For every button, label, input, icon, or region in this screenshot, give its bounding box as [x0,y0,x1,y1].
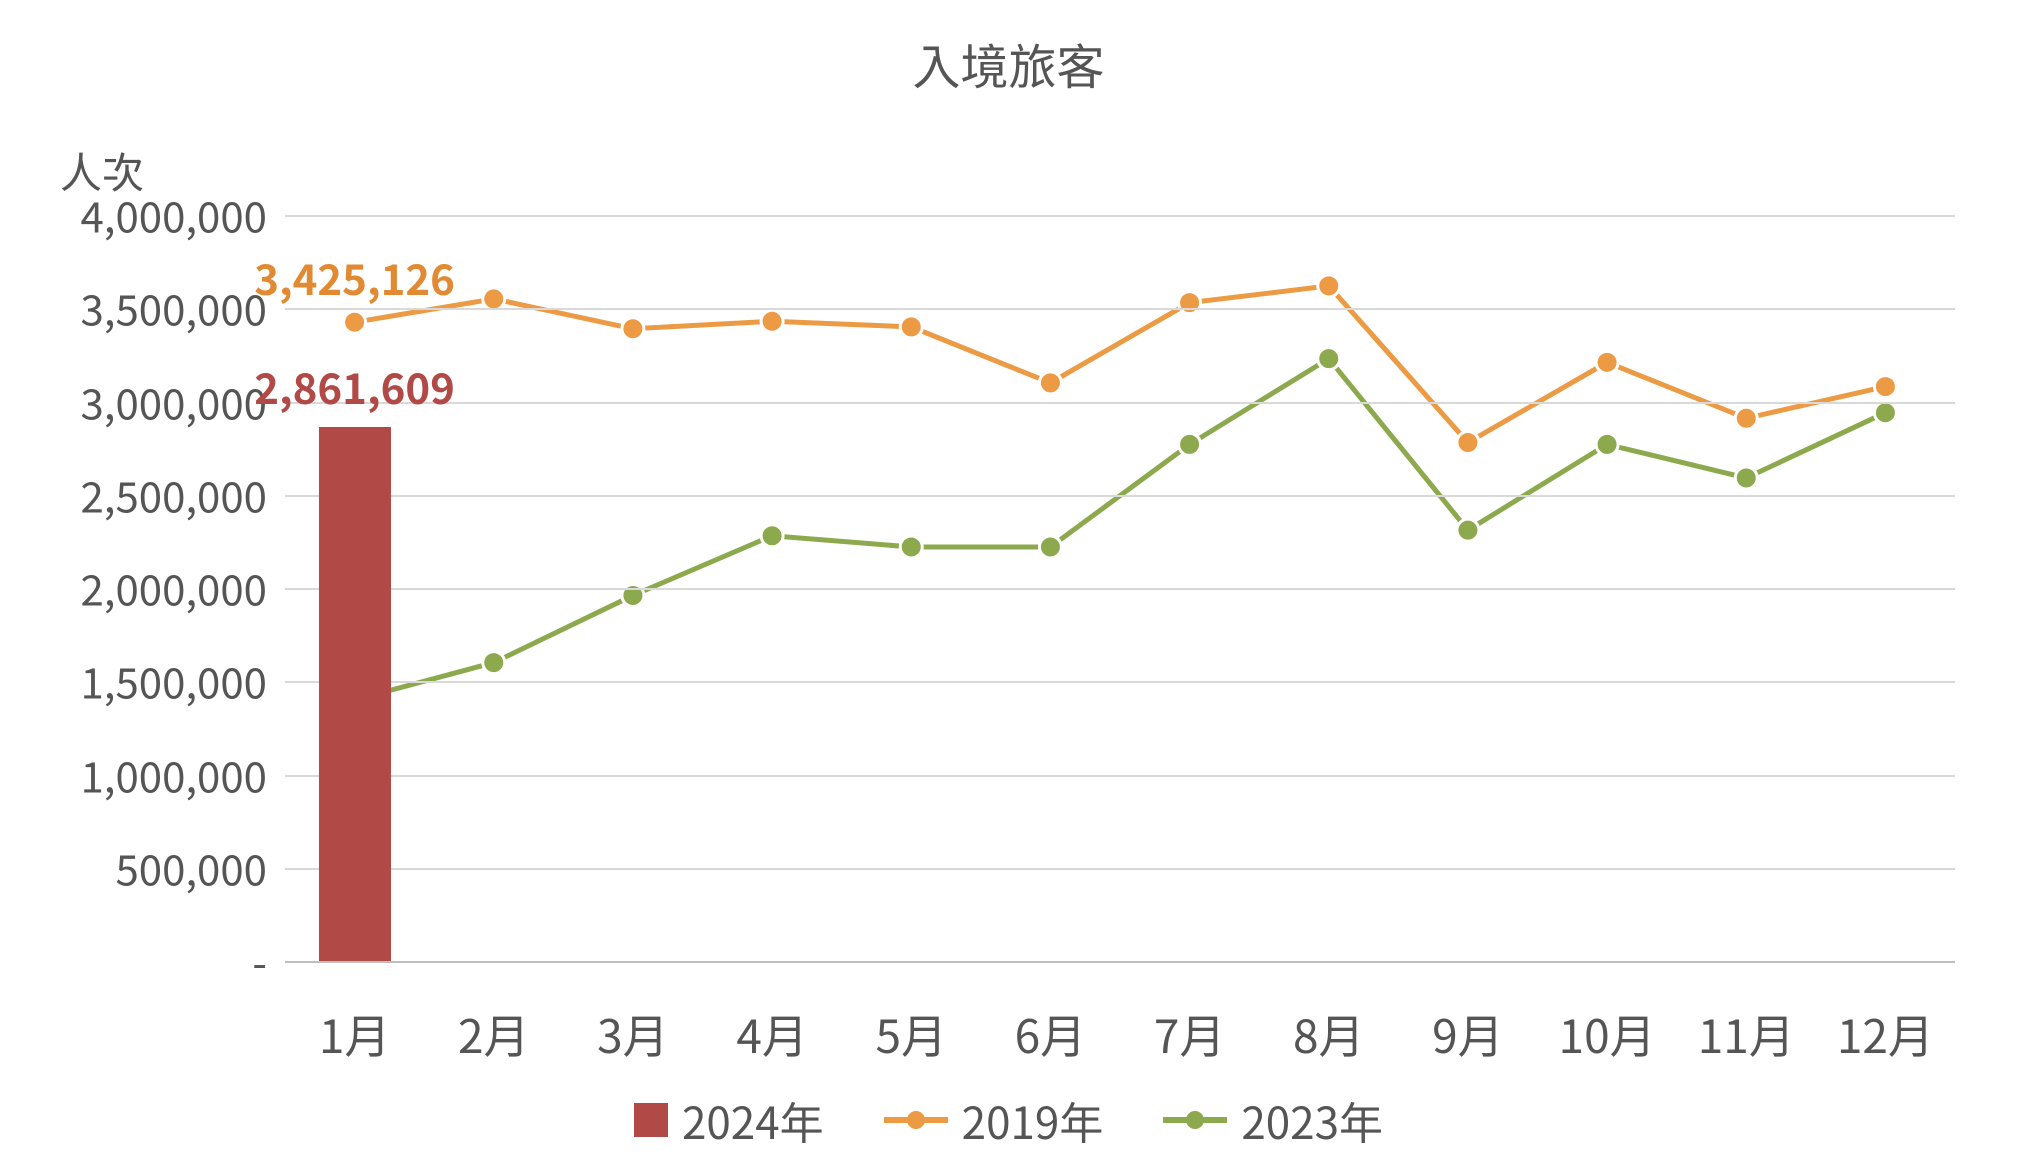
x-tick-label: 2月 [458,1001,530,1067]
marker-2023年 [1874,402,1896,424]
x-tick-label: 8月 [1293,1001,1365,1067]
marker-2019年 [761,310,783,332]
gridline [285,681,1955,683]
inbound-visitors-chart: 入境旅客 人次 -500,0001,000,0001,500,0002,000,… [0,0,2017,1173]
x-tick-label: 7月 [1154,1001,1226,1067]
x-tick-label: 12月 [1837,1001,1934,1067]
y-tick-label: 2,500,000 [80,464,267,525]
marker-2019年 [1457,432,1479,454]
legend-item-2023年: 2023年 [1163,1088,1383,1152]
marker-2023年 [900,536,922,558]
legend-label: 2024年 [682,1088,824,1152]
y-tick-label: - [252,931,267,992]
x-tick-label: 3月 [597,1001,669,1067]
gridline [285,775,1955,777]
legend-label: 2019年 [962,1088,1104,1152]
marker-2023年 [483,652,505,674]
legend-swatch-line [884,1117,948,1123]
y-tick-label: 4,000,000 [80,185,267,246]
marker-2023年 [1318,348,1340,370]
bar-2024 [319,427,391,961]
legend-swatch-bar [634,1103,668,1137]
marker-2019年 [483,288,505,310]
y-tick-label: 500,000 [115,837,267,898]
chart-title: 入境旅客 [0,28,2017,98]
marker-2019年 [622,318,644,340]
legend-label: 2023年 [1241,1088,1383,1152]
gridline [285,308,1955,310]
gridline [285,961,1955,963]
x-tick-label: 9月 [1432,1001,1504,1067]
gridline [285,868,1955,870]
marker-2019年 [1735,407,1757,429]
y-tick-label: 1,000,000 [80,744,267,805]
marker-2023年 [1596,433,1618,455]
gridline [285,402,1955,404]
legend-swatch-line [1163,1117,1227,1123]
marker-2019年 [1596,351,1618,373]
y-tick-label: 3,500,000 [80,278,267,339]
marker-2019年 [1179,292,1201,314]
marker-2019年 [344,311,366,333]
legend-item-2019年: 2019年 [884,1088,1104,1152]
line-2023年 [355,359,1886,700]
marker-2023年 [1039,536,1061,558]
marker-2019年 [900,316,922,338]
x-tick-label: 1月 [319,1001,391,1067]
x-tick-label: 6月 [1015,1001,1087,1067]
x-tick-label: 4月 [736,1001,808,1067]
y-tick-label: 1,500,000 [80,651,267,712]
legend-item-2024年: 2024年 [634,1088,824,1152]
marker-2023年 [1179,433,1201,455]
gridline [285,588,1955,590]
x-tick-label: 5月 [875,1001,947,1067]
legend: 2024年 2019年 2023年 [0,1088,2017,1152]
y-tick-label: 2,000,000 [80,558,267,619]
bar-data-label: 2,861,609 [254,356,455,417]
x-tick-label: 11月 [1698,1001,1795,1067]
plot-area: -500,0001,000,0001,500,0002,000,0002,500… [285,215,1955,961]
gridline [285,495,1955,497]
x-tick-label: 10月 [1559,1001,1656,1067]
marker-2019年 [1318,275,1340,297]
marker-2023年 [761,525,783,547]
marker-2023年 [1735,467,1757,489]
marker-2019年 [1039,372,1061,394]
gridline [285,215,1955,217]
line-data-label-2019年: 3,425,126 [254,247,455,308]
marker-2019年 [1874,376,1896,398]
marker-2023年 [1457,519,1479,541]
y-tick-label: 3,000,000 [80,371,267,432]
